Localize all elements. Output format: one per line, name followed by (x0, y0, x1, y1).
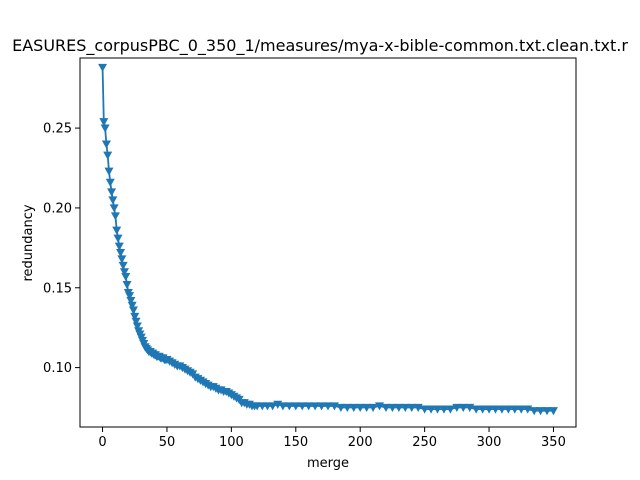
data-point (394, 403, 404, 413)
data-point (122, 280, 132, 290)
data-point (536, 407, 546, 416)
y-tick-label: 0.25 (43, 122, 72, 137)
data-point (387, 403, 397, 413)
data-point (400, 403, 410, 413)
data-point (105, 178, 115, 187)
y-axis-label: redundancy (21, 204, 36, 281)
plot-area (98, 63, 558, 416)
y-axis: 0.10 0.15 0.20 0.25 (43, 122, 80, 376)
data-point (127, 301, 137, 310)
data-point (117, 255, 127, 264)
data-point (368, 403, 378, 413)
data-point (100, 124, 110, 133)
data-point (503, 405, 513, 414)
x-tick-label: 300 (477, 435, 502, 450)
data-point (98, 63, 108, 72)
y-tick-label: 0.15 (43, 281, 72, 296)
data-point (323, 402, 333, 411)
x-tick-label: 0 (98, 435, 106, 450)
data-point (426, 405, 436, 414)
data-point (103, 151, 113, 160)
data-point (490, 405, 500, 414)
data-point (113, 234, 123, 243)
data-point (99, 118, 109, 127)
x-tick-label: 50 (159, 435, 176, 450)
data-point (542, 407, 552, 416)
data-point (336, 403, 346, 413)
x-tick-label: 150 (283, 435, 308, 450)
data-point (291, 402, 301, 411)
data-point (268, 402, 278, 411)
data-point (130, 312, 140, 322)
data-point (478, 405, 488, 414)
data-point (104, 167, 114, 176)
data-point (516, 405, 526, 414)
data-point (529, 407, 539, 416)
x-tick-label: 100 (219, 435, 244, 450)
data-point (310, 402, 320, 411)
data-point (304, 402, 314, 411)
data-point (125, 292, 135, 301)
data-point (381, 403, 391, 413)
data-point (128, 306, 138, 315)
data-point (108, 196, 118, 205)
data-point (121, 272, 131, 282)
data-point (452, 403, 462, 413)
x-tick-label: 350 (541, 435, 566, 450)
data-point (110, 212, 120, 221)
x-axis-label: merge (307, 456, 349, 471)
data-point (471, 405, 481, 414)
data-point (342, 403, 352, 413)
data-point (458, 403, 468, 413)
data-point (349, 403, 359, 413)
data-point (548, 407, 558, 416)
data-point (445, 405, 455, 414)
data-point (126, 296, 136, 306)
y-tick-label: 0.20 (43, 201, 72, 216)
data-point (101, 140, 111, 149)
data-point (510, 405, 520, 414)
data-point (119, 268, 129, 277)
data-point (484, 405, 494, 414)
data-point (114, 242, 124, 251)
data-point (439, 405, 449, 414)
x-tick-label: 250 (412, 435, 437, 450)
data-point (362, 403, 372, 413)
x-axis: 0 50 100 150 200 250 300 350 (98, 427, 566, 450)
data-point (132, 322, 142, 331)
x-tick-label: 200 (348, 435, 373, 450)
data-point (433, 405, 443, 414)
axes-frame (79, 57, 577, 428)
data-point (407, 403, 417, 413)
data-point (107, 188, 117, 197)
data-point (118, 261, 128, 270)
data-point (420, 405, 430, 414)
data-point (497, 405, 507, 414)
data-point (278, 402, 288, 411)
data-point (116, 249, 126, 258)
data-point (317, 402, 327, 411)
data-point (284, 402, 294, 411)
data-point (112, 226, 122, 235)
data-point (355, 403, 365, 413)
chart-title: EASURES_corpusPBC_0_350_1/measures/mya-x… (12, 36, 628, 56)
y-tick-label: 0.10 (43, 361, 72, 376)
data-point (297, 402, 307, 411)
data-point (131, 317, 141, 326)
data-point (109, 204, 119, 213)
